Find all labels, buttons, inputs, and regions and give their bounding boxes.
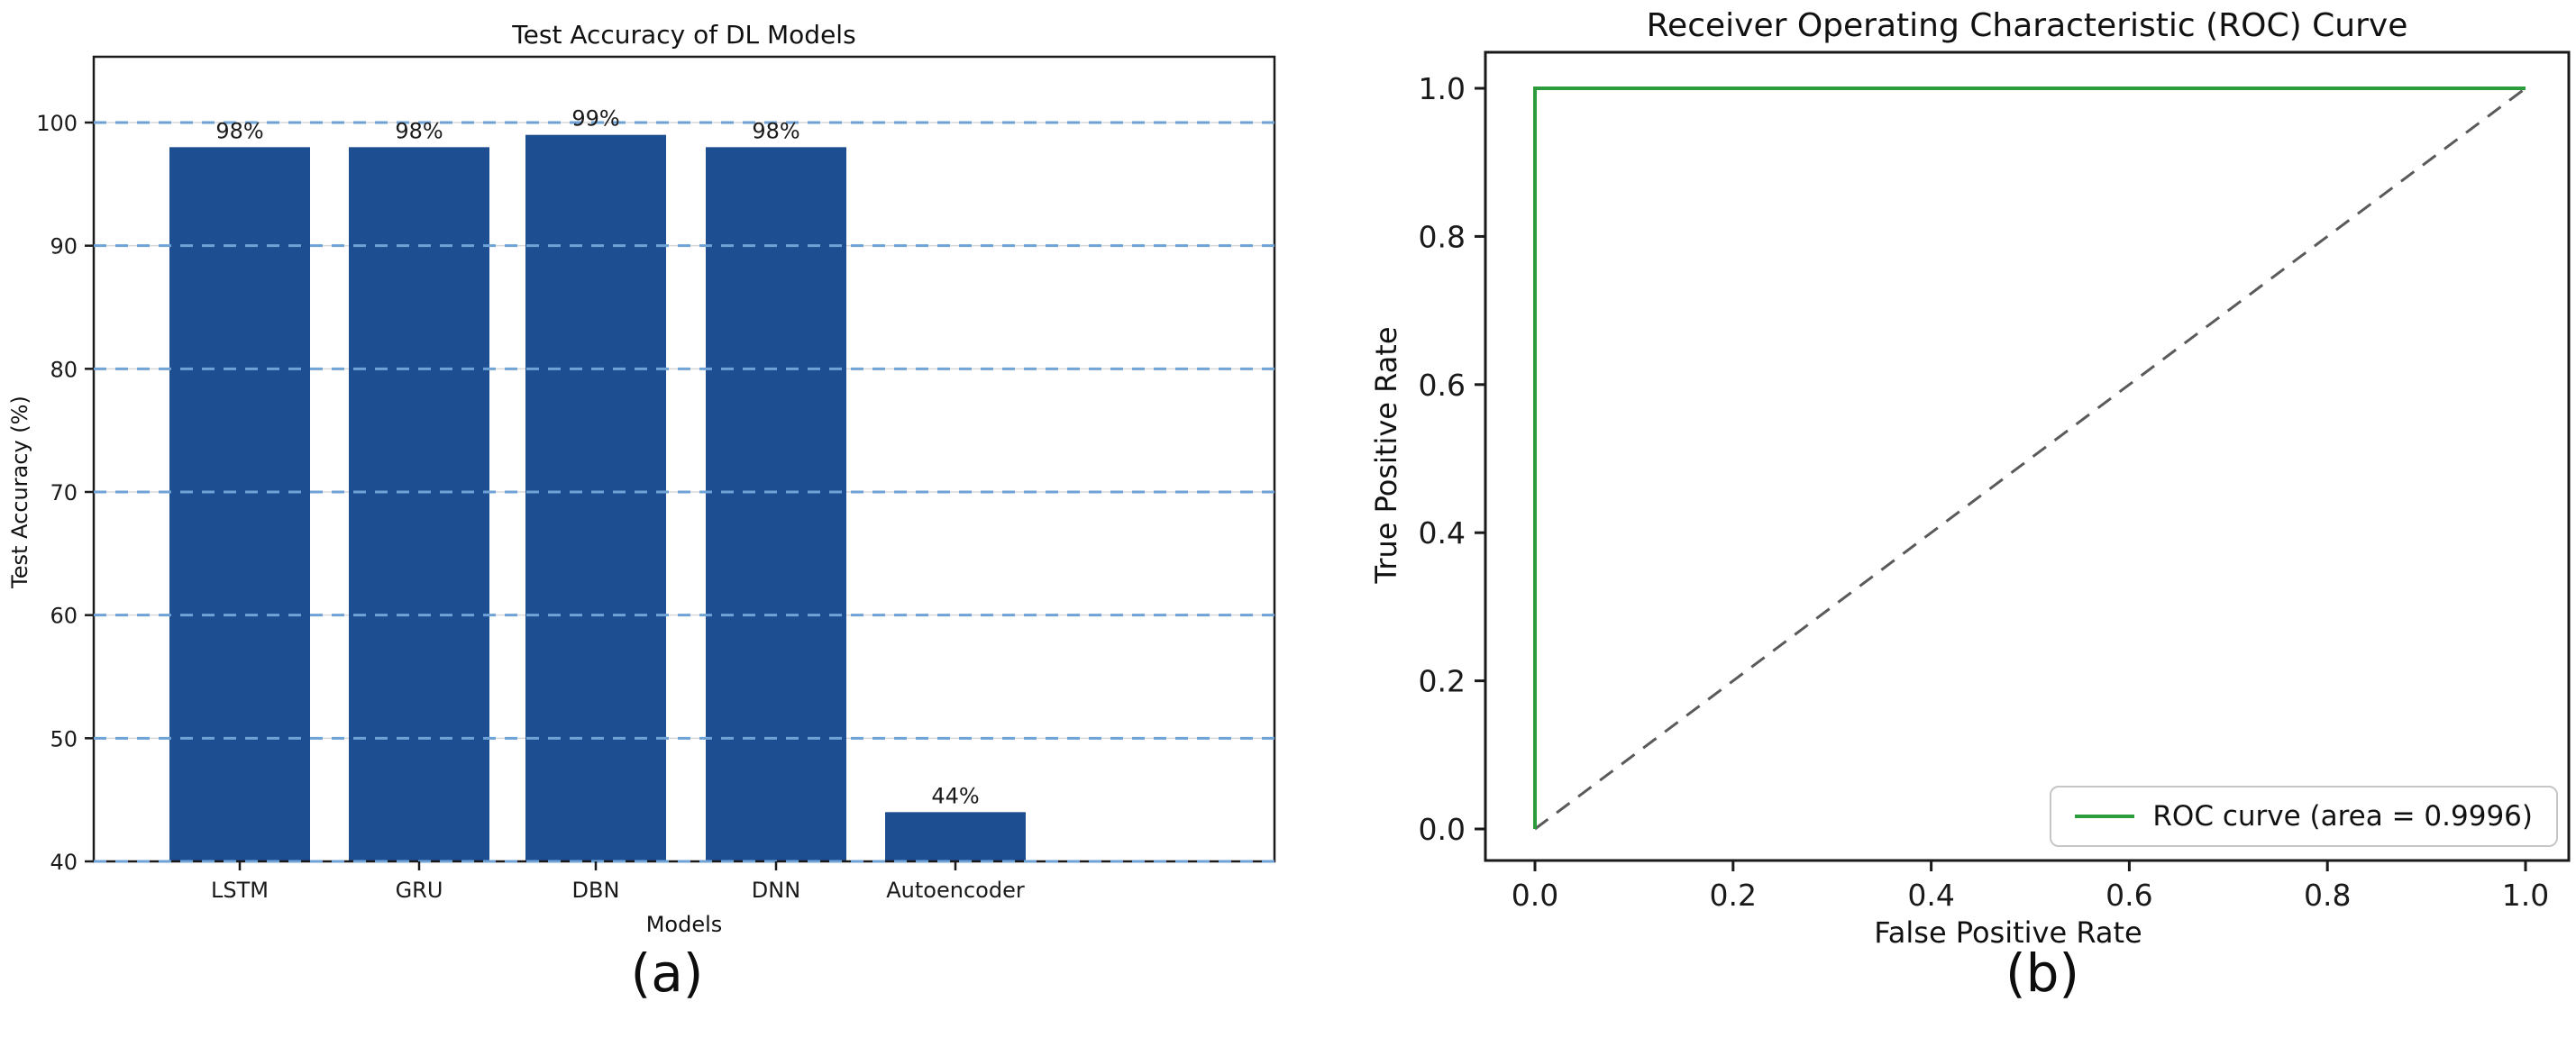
bar-dbn — [525, 134, 666, 861]
roc-curve-line — [1533, 86, 2526, 829]
x-tick-label-b: 0.8 — [2304, 878, 2351, 913]
y-tick-label-a: 60 — [50, 604, 78, 629]
y-tick-label-a: 100 — [36, 111, 78, 136]
bar-value-label: 98% — [215, 118, 263, 143]
axes-frame-b — [1484, 50, 2571, 862]
x-tick-label-a: DBN — [572, 878, 620, 903]
bar-value-label: 44% — [931, 783, 979, 808]
panel-b-caption: (b) — [2005, 942, 2080, 1004]
x-tick-label-a: Autoencoder — [886, 878, 1025, 903]
y-tick-label-a: 90 — [50, 234, 78, 260]
roc-chart-x-axis-label: False Positive Rate — [1874, 915, 2142, 950]
x-tick-label-b: 0.6 — [2106, 878, 2152, 913]
roc-chart-y-axis-label: True Positive Rate — [1369, 326, 1403, 584]
bar-lstm — [169, 147, 310, 862]
bar-chart-title: Test Accuracy of DL Models — [512, 20, 856, 50]
bar-autoencoder — [885, 812, 1026, 861]
y-tick-label-b: 1.0 — [1419, 71, 1466, 106]
bar-value-label: 98% — [752, 118, 799, 143]
roc-legend-label: ROC curve (area = 0.9996) — [2152, 800, 2533, 833]
bar-value-label: 98% — [395, 118, 443, 143]
y-tick-label-a: 40 — [50, 850, 78, 875]
roc-chart-title: Receiver Operating Characteristic (ROC) … — [1646, 7, 2408, 44]
y-tick-label-a: 80 — [50, 357, 78, 382]
bar-dnn — [706, 147, 846, 862]
x-tick-label-a: LSTM — [211, 878, 269, 903]
roc-legend: ROC curve (area = 0.9996) — [2050, 786, 2558, 847]
x-tick-label-b: 0.2 — [1710, 878, 1757, 913]
y-tick-label-a: 70 — [50, 480, 78, 505]
bar-value-label: 99% — [571, 106, 619, 132]
chance-diagonal-line — [1534, 86, 2526, 831]
x-tick-label-b: 0.0 — [1512, 878, 1558, 913]
x-tick-label-a: DNN — [752, 878, 800, 903]
panel-a-caption: (a) — [630, 942, 704, 1004]
bar-chart-y-axis-label: Test Accuracy (%) — [7, 396, 32, 588]
roc-legend-line-sample — [2075, 815, 2135, 818]
y-tick-label-b: 0.8 — [1419, 219, 1466, 254]
y-tick-label-b: 0.0 — [1419, 812, 1466, 847]
y-tick-label-a: 50 — [50, 726, 78, 751]
y-tick-label-b: 0.6 — [1419, 368, 1466, 403]
y-tick-label-b: 0.2 — [1419, 664, 1466, 699]
y-tick-label-b: 0.4 — [1419, 515, 1466, 551]
x-tick-label-b: 1.0 — [2502, 878, 2549, 913]
bar-gru — [349, 147, 489, 862]
bar-chart-x-axis-label: Models — [645, 912, 723, 937]
x-tick-label-a: GRU — [396, 878, 443, 903]
x-tick-label-b: 0.4 — [1907, 878, 1954, 913]
